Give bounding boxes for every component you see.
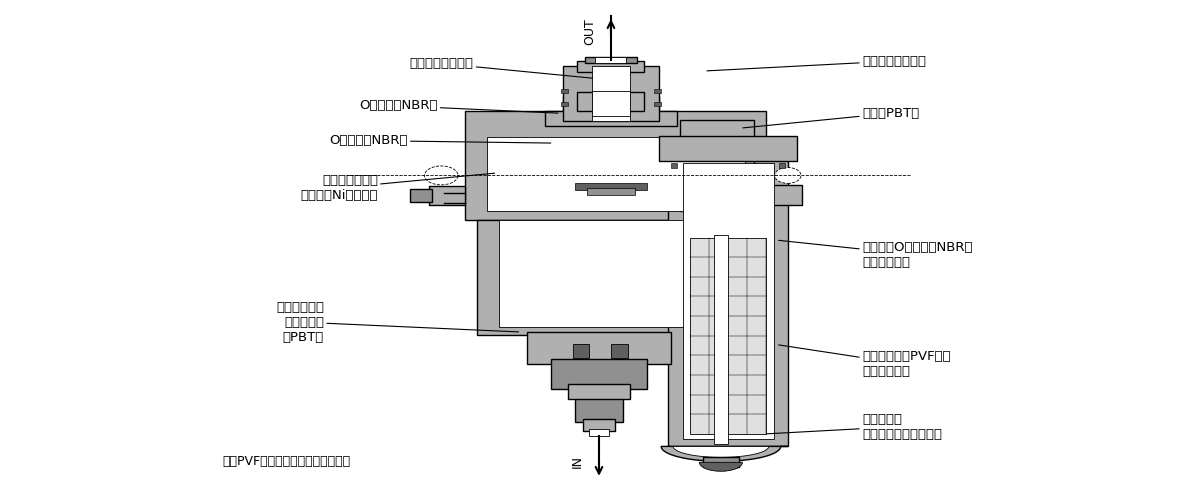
Bar — [573, 344, 589, 358]
Bar — [714, 235, 728, 444]
Text: IN: IN — [571, 455, 583, 468]
Bar — [671, 163, 677, 168]
Bar — [561, 90, 568, 94]
Bar — [585, 57, 637, 63]
Bar — [703, 458, 739, 468]
Text: プラグ（黄銅）
（無電解Niめっき）: プラグ（黄銅） （無電解Niめっき） — [301, 173, 495, 202]
Text: 注）PVF：ポリビニルフォルマール: 注）PVF：ポリビニルフォルマール — [223, 455, 351, 468]
Text: 本体（PBT）: 本体（PBT） — [743, 107, 919, 128]
Polygon shape — [661, 446, 788, 462]
Wedge shape — [700, 462, 743, 471]
Bar — [654, 102, 661, 106]
Text: ユニバーサル
ジョイント
（PBT）: ユニバーサル ジョイント （PBT） — [276, 300, 519, 344]
Bar — [683, 163, 774, 439]
Bar — [767, 186, 803, 205]
Bar — [545, 111, 677, 126]
Bar — [563, 96, 659, 111]
Bar — [486, 136, 745, 211]
Bar — [563, 66, 659, 120]
Bar — [465, 111, 767, 220]
Bar — [568, 384, 630, 399]
Bar — [575, 183, 647, 190]
Bar — [595, 57, 627, 63]
Bar — [690, 238, 767, 434]
Bar — [587, 188, 635, 196]
Bar — [583, 419, 615, 432]
Text: エレメント（PVF）注
（交換可能）: エレメント（PVF）注 （交換可能） — [779, 345, 950, 378]
Bar — [589, 429, 609, 436]
Text: Oリング（NBR）: Oリング（NBR） — [359, 100, 558, 113]
Text: OUT: OUT — [583, 18, 595, 44]
Bar — [592, 91, 630, 116]
Bar — [527, 332, 671, 364]
Bar — [577, 92, 645, 111]
Text: リリースプッシュ: リリースプッシュ — [410, 57, 593, 78]
Bar — [498, 220, 710, 327]
Bar — [611, 344, 628, 358]
Text: ワンタッチ管継手: ワンタッチ管継手 — [707, 54, 926, 71]
Bar — [410, 190, 431, 202]
Bar — [561, 102, 568, 106]
Polygon shape — [673, 446, 774, 458]
Bar — [429, 186, 465, 205]
Bar — [668, 140, 788, 446]
Bar — [551, 360, 647, 389]
Ellipse shape — [424, 166, 458, 185]
Bar — [577, 61, 645, 72]
Bar — [654, 90, 661, 94]
Bar — [659, 136, 798, 160]
Text: カバー用Oリング（NBR）
（交換可能）: カバー用Oリング（NBR） （交換可能） — [779, 240, 973, 269]
Bar — [575, 396, 623, 421]
Bar — [780, 163, 786, 168]
Text: Oリング（NBR）: Oリング（NBR） — [329, 134, 551, 147]
Bar — [680, 120, 755, 211]
Bar — [592, 66, 630, 120]
Ellipse shape — [775, 168, 801, 184]
Text: 透明カバー
（透明特殊ナイロン）: 透明カバー （透明特殊ナイロン） — [767, 412, 942, 440]
Bar — [477, 220, 731, 334]
